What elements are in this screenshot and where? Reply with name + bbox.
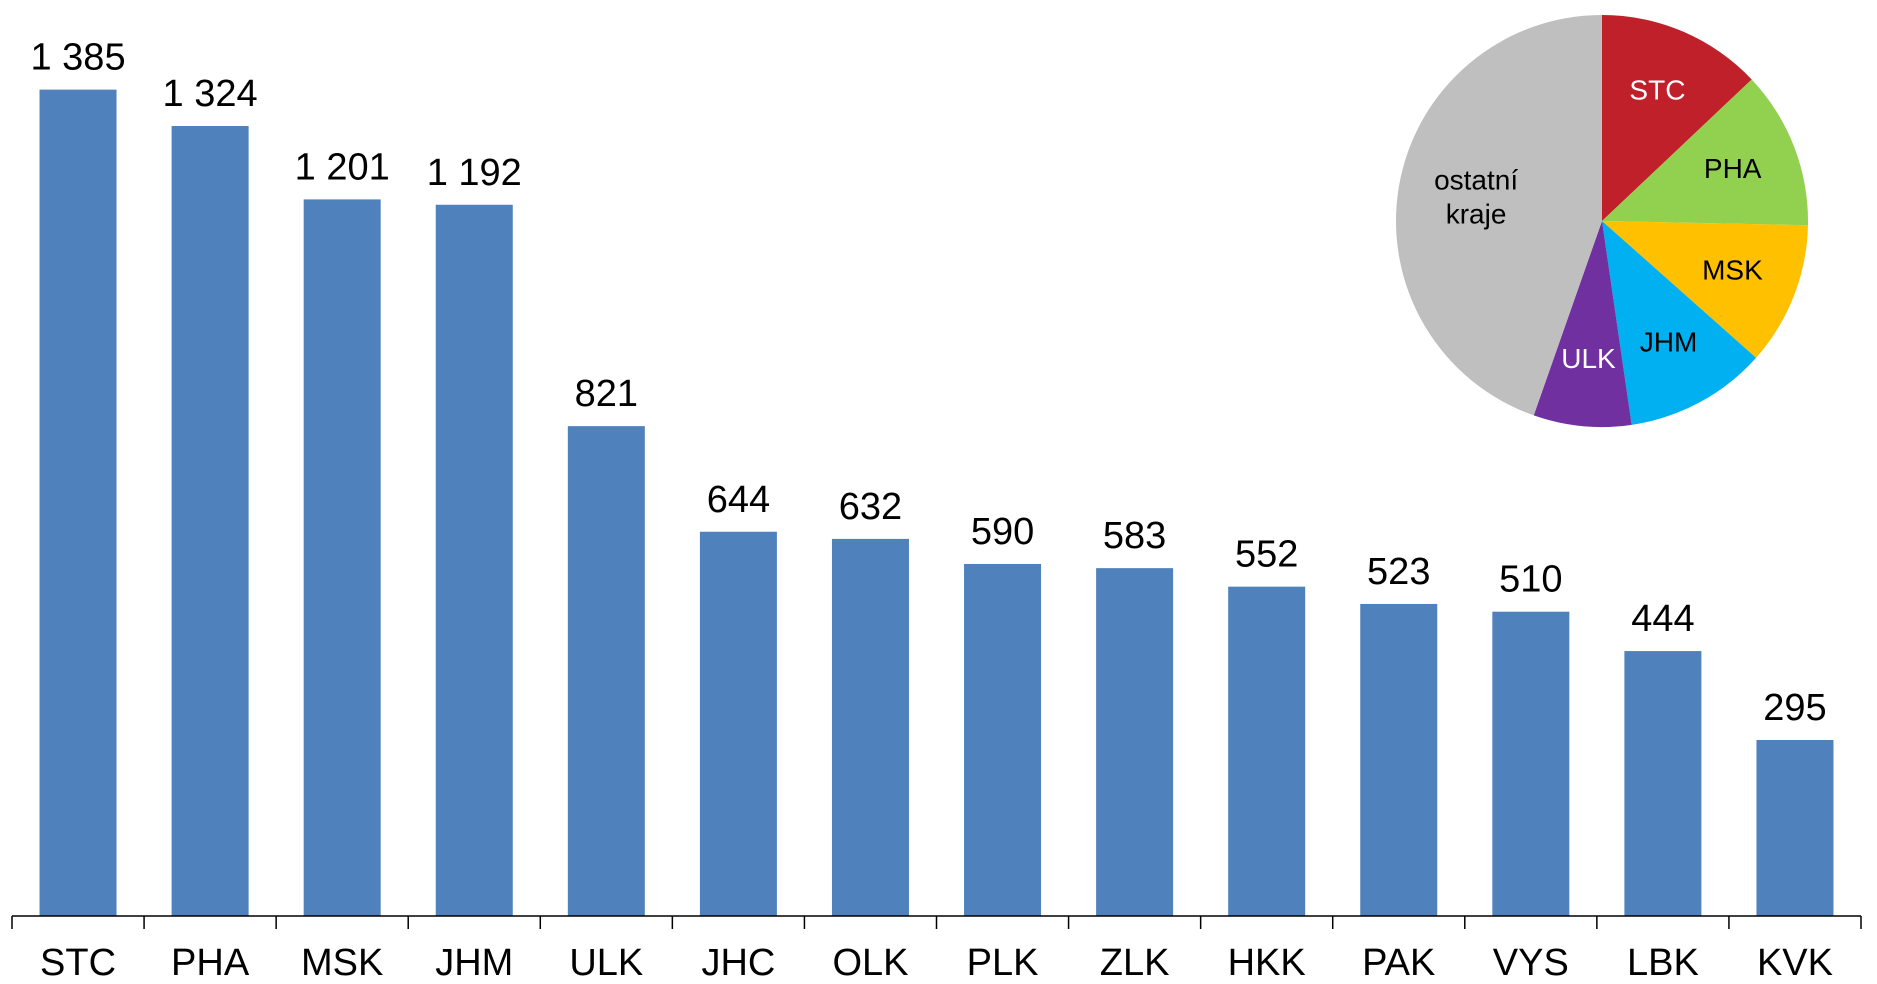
x-tick-label: KVK xyxy=(1757,942,1833,984)
value-label: 583 xyxy=(1103,515,1166,557)
pie-label: PHA xyxy=(1704,153,1762,184)
pie-label: JHM xyxy=(1640,327,1698,358)
bar xyxy=(964,563,1042,916)
bar xyxy=(1096,568,1174,916)
bar xyxy=(1492,611,1570,916)
x-tick-label: OLK xyxy=(832,942,908,984)
bar xyxy=(435,204,513,917)
bar xyxy=(1228,586,1306,916)
pie-label: MSK xyxy=(1702,254,1763,285)
pie-slice xyxy=(1602,221,1808,358)
bar xyxy=(699,531,777,916)
bar xyxy=(39,89,117,916)
x-tick-label: HKK xyxy=(1228,942,1306,984)
bar xyxy=(831,538,909,916)
x-tick-label: JHC xyxy=(701,942,775,984)
value-label: 523 xyxy=(1367,551,1430,593)
x-tick-label: MSK xyxy=(301,942,383,984)
value-label: 632 xyxy=(839,486,902,528)
x-tick-label: LBK xyxy=(1627,942,1699,984)
value-label: 1 385 xyxy=(30,37,125,79)
x-tick-label: PAK xyxy=(1362,942,1435,984)
bar xyxy=(303,199,381,917)
x-tick-label: VYS xyxy=(1493,942,1569,984)
value-label: 644 xyxy=(707,479,770,521)
pie-slice xyxy=(1602,221,1757,425)
x-tick-label: ULK xyxy=(569,942,643,984)
pie-label: ULK xyxy=(1561,343,1616,374)
value-label: 1 324 xyxy=(163,73,258,115)
value-label: 590 xyxy=(971,511,1034,553)
value-label: 552 xyxy=(1235,534,1298,576)
x-tick-label: PLK xyxy=(967,942,1039,984)
pie-slice xyxy=(1396,14,1602,416)
x-tick-label: STC xyxy=(40,942,116,984)
value-label: 1 192 xyxy=(427,152,522,194)
pie-slice xyxy=(1602,79,1808,226)
bar xyxy=(1756,739,1834,916)
x-tick-label: PHA xyxy=(171,942,250,984)
pie-label: STC xyxy=(1629,75,1685,106)
pie-label: ostatní kraje xyxy=(1434,165,1518,230)
bar xyxy=(1624,651,1702,916)
x-tick-label: JHM xyxy=(435,942,513,984)
value-label: 444 xyxy=(1631,598,1694,640)
value-label: 295 xyxy=(1763,687,1826,729)
bar xyxy=(171,126,249,917)
value-label: 821 xyxy=(575,373,638,415)
bar xyxy=(567,426,645,916)
value-label: 510 xyxy=(1499,559,1562,601)
pie-slice xyxy=(1533,221,1632,427)
value-label: 1 201 xyxy=(295,146,390,188)
pie-slice xyxy=(1602,15,1752,221)
bar xyxy=(1360,603,1438,916)
x-tick-label: ZLK xyxy=(1100,942,1170,984)
